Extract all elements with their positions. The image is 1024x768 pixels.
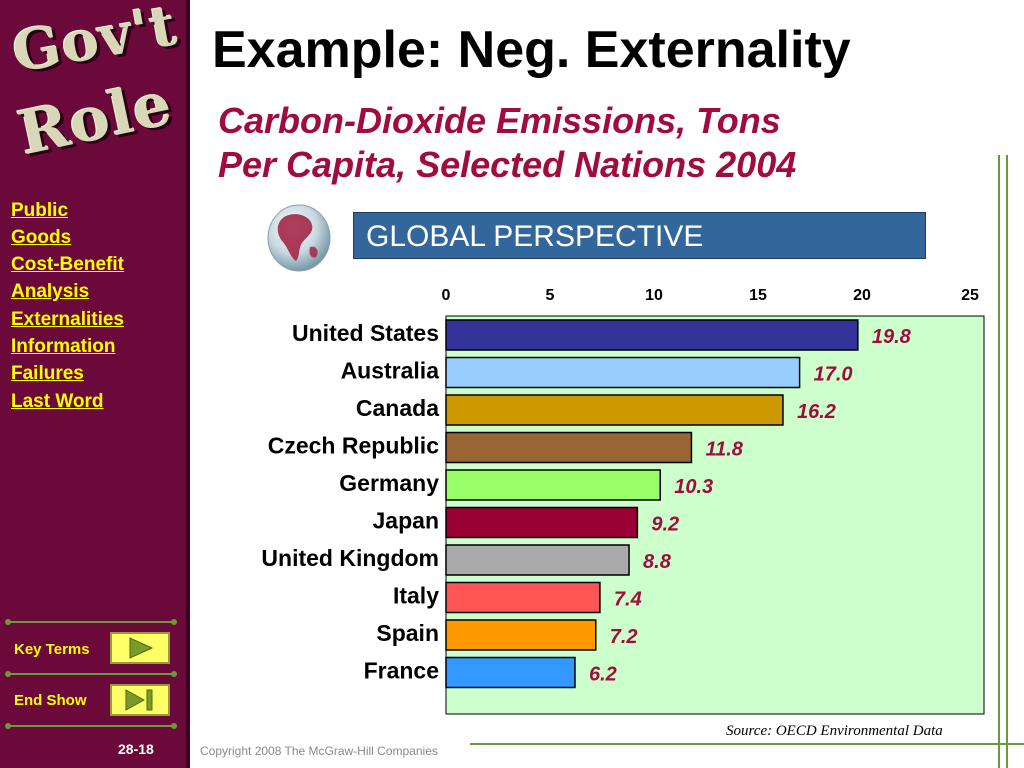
decor-rule bbox=[1006, 155, 1008, 768]
slide-number: 28-18 bbox=[118, 741, 154, 757]
value-label: 7.4 bbox=[614, 589, 642, 611]
slide-title: Example: Neg. Externality bbox=[212, 21, 851, 79]
divider bbox=[8, 621, 174, 623]
copyright-text: Copyright 2008 The McGraw-Hill Companies bbox=[200, 744, 438, 758]
divider bbox=[8, 725, 174, 727]
nav-link-cost-benefit[interactable]: Cost-Benefit bbox=[11, 254, 124, 275]
end-icon bbox=[125, 689, 153, 711]
divider-dot bbox=[171, 723, 177, 729]
x-tick-label: 10 bbox=[645, 287, 663, 304]
bar bbox=[445, 581, 601, 614]
nav-link-public[interactable]: Public bbox=[11, 200, 69, 221]
nav-link-analysis[interactable]: Analysis bbox=[11, 281, 90, 302]
bar bbox=[445, 431, 693, 464]
sidebar-edge bbox=[186, 0, 190, 768]
divider-dot bbox=[171, 671, 177, 677]
category-label: France bbox=[364, 658, 439, 684]
bar bbox=[445, 469, 661, 501]
divider-dot bbox=[5, 723, 11, 729]
end-show-button[interactable] bbox=[110, 684, 170, 716]
source-note: Source: OECD Environmental Data bbox=[726, 723, 943, 739]
x-tick-label: 25 bbox=[961, 287, 979, 304]
category-label: Spain bbox=[376, 620, 439, 646]
divider-dot bbox=[5, 671, 11, 677]
bar bbox=[445, 619, 597, 651]
x-tick-label: 15 bbox=[749, 287, 767, 304]
key-terms-button[interactable] bbox=[110, 632, 170, 664]
global-perspective-banner: GLOBAL PERSPECTIVE bbox=[353, 212, 926, 259]
bar bbox=[445, 319, 859, 351]
category-label: Czech Republic bbox=[268, 433, 439, 459]
divider-dot bbox=[5, 619, 11, 625]
bar bbox=[445, 544, 630, 576]
divider-dot bbox=[171, 619, 177, 625]
category-label: United States bbox=[292, 320, 439, 346]
category-label: Italy bbox=[393, 583, 439, 609]
category-label: United Kingdom bbox=[261, 545, 439, 571]
bar bbox=[445, 356, 801, 389]
x-tick-label: 5 bbox=[546, 287, 555, 304]
subtitle-line2: Per Capita, Selected Nations 2004 bbox=[218, 144, 797, 185]
x-tick-label: 0 bbox=[442, 287, 451, 304]
category-label: Japan bbox=[373, 508, 439, 534]
value-label: 7.2 bbox=[610, 626, 638, 648]
value-label: 16.2 bbox=[797, 401, 836, 423]
nav-link-last-word[interactable]: Last Word bbox=[11, 391, 104, 412]
value-label: 19.8 bbox=[872, 326, 912, 348]
bar bbox=[445, 394, 784, 426]
value-label: 10.3 bbox=[674, 476, 713, 498]
value-label: 8.8 bbox=[643, 551, 672, 573]
nav-link-information[interactable]: Information bbox=[11, 336, 116, 357]
value-label: 9.2 bbox=[651, 514, 679, 536]
decor-rule bbox=[998, 155, 1000, 768]
value-label: 11.8 bbox=[705, 439, 743, 461]
play-icon bbox=[129, 637, 154, 659]
nav-link-externalities[interactable]: Externalities bbox=[11, 309, 124, 330]
globe-icon bbox=[267, 204, 331, 272]
decor-rule bbox=[470, 743, 1024, 745]
bar bbox=[445, 656, 576, 689]
category-label: Canada bbox=[356, 395, 439, 421]
nav-link-failures[interactable]: Failures bbox=[11, 363, 84, 384]
key-terms-label: Key Terms bbox=[14, 641, 90, 658]
bar bbox=[445, 506, 639, 539]
value-label: 17.0 bbox=[814, 364, 853, 386]
category-label: Germany bbox=[339, 470, 439, 496]
value-label: 6.2 bbox=[589, 664, 617, 686]
x-tick-label: 20 bbox=[853, 287, 871, 304]
end-show-label: End Show bbox=[14, 692, 87, 709]
divider bbox=[8, 673, 174, 675]
category-label: Australia bbox=[341, 358, 440, 384]
nav-link-goods[interactable]: Goods bbox=[11, 227, 72, 248]
subtitle-line1: Carbon-Dioxide Emissions, Tons bbox=[218, 100, 781, 141]
